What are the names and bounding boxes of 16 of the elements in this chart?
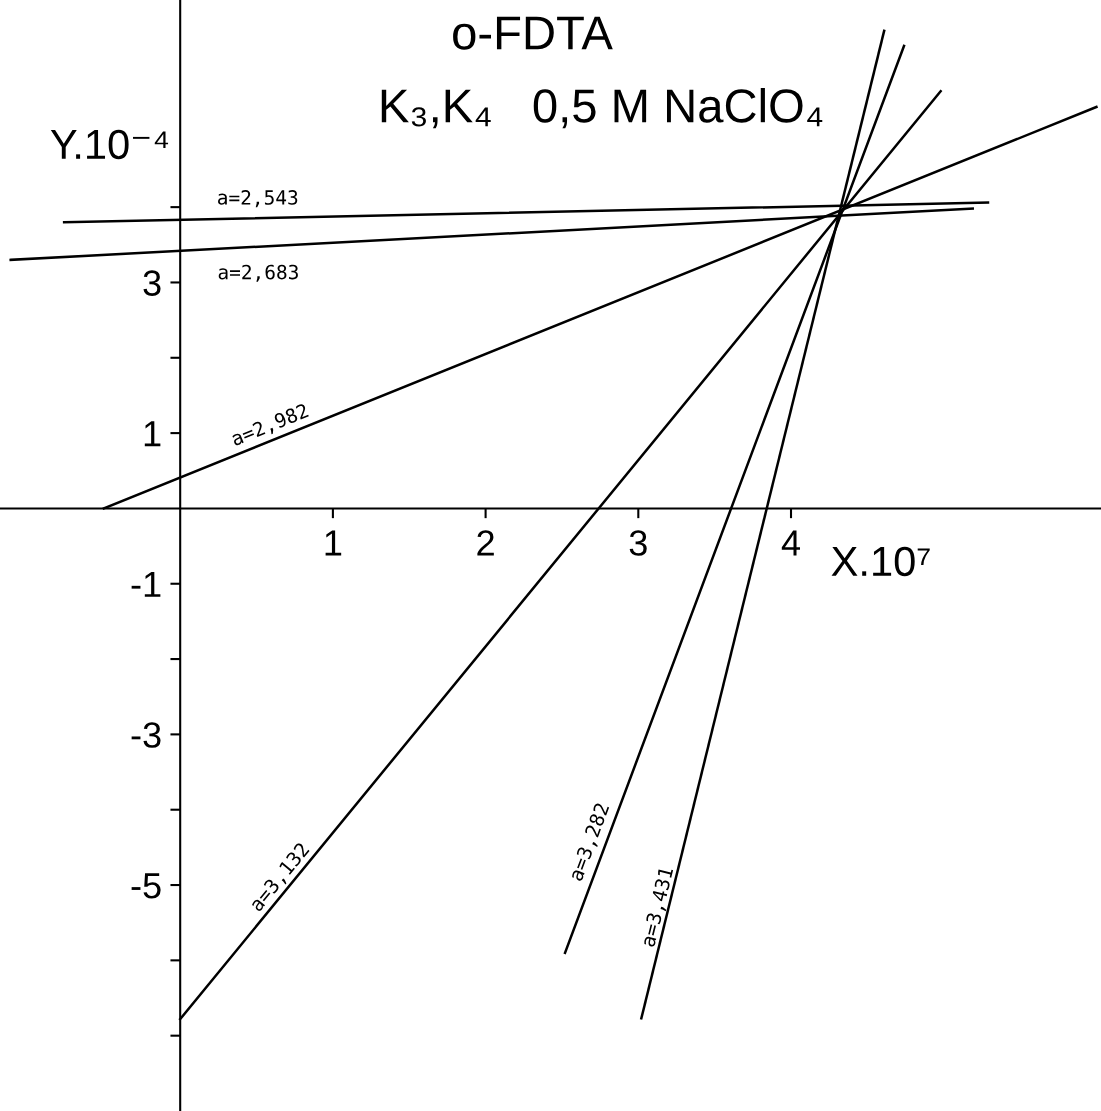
x-tick-label: 2	[477, 530, 494, 556]
y-tick-label: -5	[131, 873, 161, 899]
y-tick-label: 1	[144, 421, 161, 447]
y-tick-label: 3	[143, 270, 161, 296]
series-label: a=2,683	[218, 264, 298, 282]
x-axis-title: X.10⁷	[831, 546, 930, 577]
x-tick-label: 3	[629, 530, 647, 556]
y-tick-label: -3	[131, 722, 161, 748]
y-axis-title: Y.10⁻⁴	[50, 129, 169, 160]
series-label: a=2,543	[218, 190, 298, 208]
x-tick-label: 1	[325, 530, 342, 556]
text: K₃,K₄ 0,5 M NaClO₄	[381, 87, 823, 129]
x-tick-label: 4	[781, 530, 800, 556]
y-tick-label: -1	[131, 571, 161, 597]
text: a=3,431	[640, 866, 676, 948]
chart-title: o-FDTA	[453, 16, 613, 50]
